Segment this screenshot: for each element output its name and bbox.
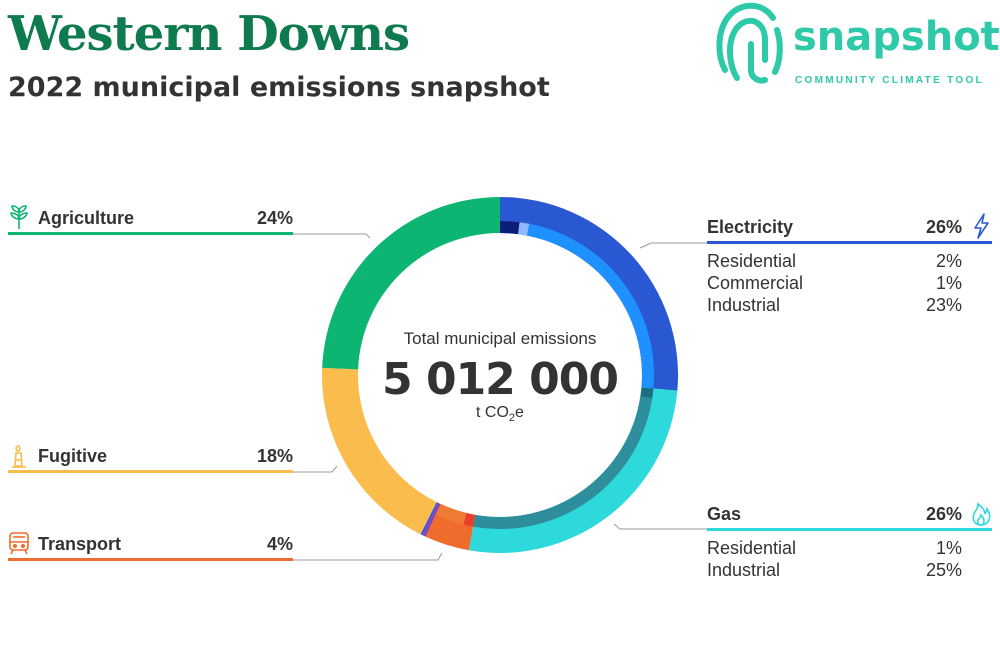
page-subtitle: 2022 municipal emissions snapshot: [8, 72, 550, 103]
sub-pct: 25%: [925, 560, 962, 580]
sub-name: Industrial: [707, 560, 781, 580]
transport-leader-line: [293, 552, 443, 561]
donut-subslice-transport-part-0: [463, 512, 476, 527]
legend-transport-rule: [8, 558, 293, 561]
donut-slice-agriculture: [322, 197, 500, 370]
legend-fugitive-name: Fugitive: [38, 446, 108, 466]
snapshot-logo: snapshot COMMUNITY CLIMATE TOOL: [715, 0, 1000, 92]
fingerprint-logo-icon: [716, 2, 783, 84]
total-label: Total municipal emissions: [403, 329, 597, 348]
sub-name: Residential: [707, 538, 797, 558]
legend-agriculture-pct: 24%: [256, 208, 293, 228]
total-unit: t CO2e: [476, 404, 524, 425]
total-value: 5 012 000: [382, 354, 619, 405]
lightning-icon: [974, 213, 989, 239]
donut-slice-extra-4: [420, 502, 439, 536]
legend-agriculture: Agriculture 24%: [8, 204, 293, 238]
donut-slice-electricity: [500, 197, 679, 391]
legend-fugitive-pct: 18%: [256, 446, 293, 466]
donut-slice-extra-3: [422, 502, 441, 537]
flame-icon: [972, 502, 991, 526]
donut-subslice-electricity-commercial: [518, 222, 530, 236]
agriculture-leader-line: [293, 233, 371, 239]
legend-gas-rule: [707, 528, 992, 531]
gas-industrial-row: Industrial 25%: [707, 560, 962, 582]
legend-fugitive: Fugitive 18%: [8, 442, 293, 476]
legend-transport-name: Transport: [38, 534, 122, 554]
donut-slice-fugitive: [322, 367, 437, 535]
sub-pct: 1%: [935, 273, 962, 293]
legend-electricity-rule: [707, 241, 992, 244]
donut-subslice-gas-residential: [640, 387, 654, 399]
electricity-leader-line: [639, 242, 707, 249]
logo-wordmark: snapshot: [793, 14, 1000, 60]
legend-gas-pct: 26%: [925, 504, 962, 524]
legend-gas: Gas 26% Residential 1% Industrial 25%: [707, 500, 992, 590]
legend-fugitive-rule: [8, 470, 293, 473]
donut-slice-gas: [468, 387, 678, 554]
donut-subslice-electricity-residential: [500, 221, 520, 235]
sub-pct: 2%: [935, 251, 962, 271]
sub-name: Industrial: [707, 295, 781, 315]
legend-gas-name: Gas: [707, 504, 742, 524]
legend-agriculture-name: Agriculture: [38, 208, 135, 228]
sub-name: Residential: [707, 251, 797, 271]
electricity-industrial-row: Industrial 23%: [707, 295, 962, 317]
legend-agriculture-rule: [8, 232, 293, 235]
legend-electricity: Electricity 26% Residential 2% Commercia…: [707, 213, 992, 323]
gas-leader-line: [613, 523, 707, 530]
electricity-commercial-row: Commercial 1%: [707, 273, 962, 295]
page-title: Western Downs: [8, 6, 410, 62]
sprout-icon: [10, 205, 28, 229]
gas-residential-row: Residential 1%: [707, 538, 962, 560]
legend-electricity-name: Electricity: [707, 217, 794, 237]
donut-subslice-transport-part-1: [435, 504, 467, 525]
sub-pct: 23%: [925, 295, 962, 315]
electricity-residential-row: Residential 2%: [707, 251, 962, 273]
logo-tagline: COMMUNITY CLIMATE TOOL: [795, 75, 984, 86]
legend-transport: Transport 4%: [8, 530, 293, 564]
sub-name: Commercial: [707, 273, 804, 293]
train-icon: [9, 532, 29, 555]
legend-transport-pct: 4%: [266, 534, 293, 554]
legend-electricity-pct: 26%: [925, 217, 962, 237]
donut-subslice-gas-industrial: [473, 396, 653, 529]
sub-pct: 1%: [935, 538, 962, 558]
flare-stack-icon: [12, 444, 26, 468]
fugitive-leader-line: [293, 465, 338, 473]
donut-subslice-electricity-industrial: [527, 223, 654, 389]
